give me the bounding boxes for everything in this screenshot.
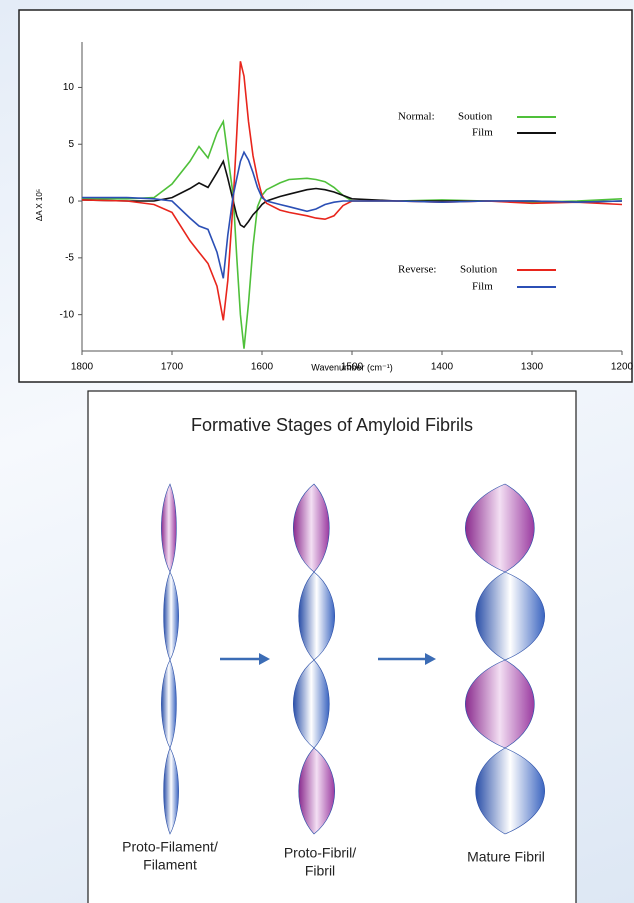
arrow: [220, 653, 270, 665]
legend-header: Normal:: [398, 111, 435, 123]
x-tick-label: 1600: [251, 362, 274, 373]
x-tick-label: 1700: [161, 362, 184, 373]
stage-label: Mature Fibril: [467, 849, 545, 865]
y-tick-label: 10: [63, 82, 75, 93]
legend-label: Solution: [460, 264, 498, 276]
fibril-segment: [298, 747, 335, 835]
stage-label: Filament: [143, 857, 197, 873]
stage-label: Proto-Filament/: [122, 839, 218, 855]
y-tick-label: -5: [65, 252, 74, 263]
series-line: [82, 150, 623, 279]
stage-label: Fibril: [305, 863, 335, 879]
x-tick-label: 1800: [71, 362, 94, 373]
y-tick-label: 0: [68, 196, 74, 207]
stage-label: Proto-Fibril/: [284, 845, 356, 861]
stage-labels: Proto-Filament/Filament Proto-Fibril/Fibr…: [122, 839, 545, 879]
arrow: [378, 653, 436, 665]
y-tick-label: 5: [68, 139, 74, 150]
legend-label: Film: [472, 127, 493, 139]
fibril-segment: [475, 747, 545, 835]
fibril-segment: [163, 747, 179, 835]
x-axis-label: Wavenumber (cm⁻¹): [311, 362, 392, 372]
x-tick-label: 1400: [431, 362, 454, 373]
legend-label: Film: [472, 281, 493, 293]
x-tick-label: 1300: [521, 362, 544, 373]
x-tick-label: 1200: [611, 362, 634, 373]
x-tick-label: 1500: [341, 362, 364, 373]
legend-header: Reverse:: [398, 264, 436, 276]
y-tick-label: -10: [60, 309, 75, 320]
legend-label: Soution: [458, 111, 493, 123]
fibrils: [161, 483, 545, 835]
diagram-title: Formative Stages of Amyloid Fibrils: [191, 415, 473, 435]
y-axis-label: ΔA X 10⁵: [35, 189, 44, 221]
plot: 1800 1700 1600 1500 1400 1300 1200 10 5 0 -5 -10 Nor…: [60, 42, 634, 373]
chart-frame: [18, 9, 633, 383]
